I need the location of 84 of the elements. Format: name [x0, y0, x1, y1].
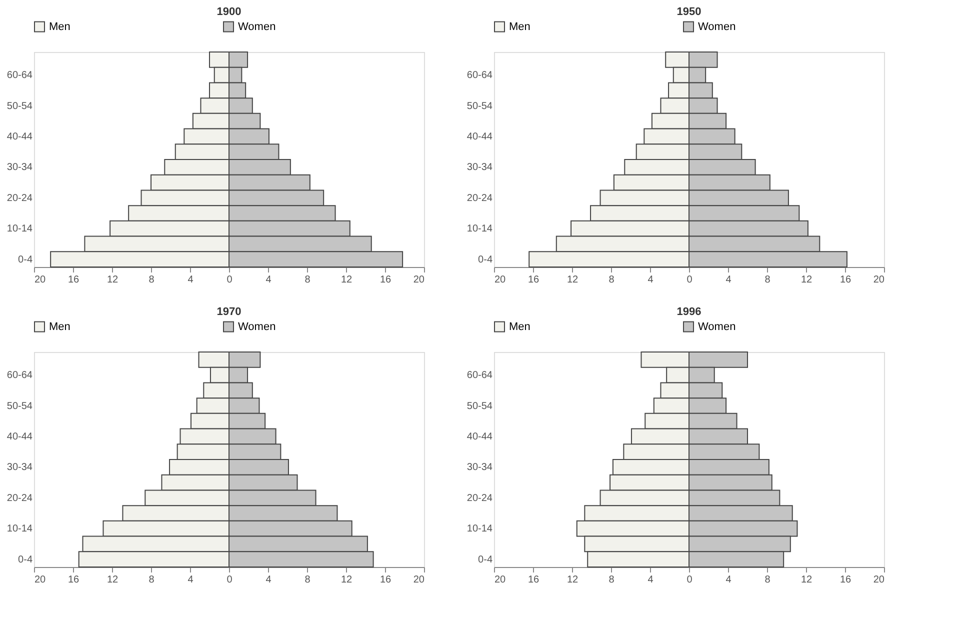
y-tick-label: 50-54: [466, 400, 493, 412]
legend-label: Men: [49, 320, 70, 333]
x-tick-label: 12: [106, 574, 118, 586]
y-tick-label: 0-4: [478, 254, 493, 266]
legend-label: Women: [698, 20, 736, 33]
y-tick-label: 50-54: [6, 400, 33, 412]
y-tick-label: 40-44: [6, 431, 33, 442]
y-tick-label: 10-14: [6, 224, 33, 235]
x-tick-label: 0: [686, 274, 693, 286]
x-tick-label: 12: [566, 574, 578, 586]
y-tick-label: 0-4: [478, 554, 493, 566]
legend-label: Men: [509, 20, 530, 33]
legend-label: Men: [509, 320, 530, 333]
y-tick-label: 30-34: [6, 162, 33, 174]
y-tick-label: 30-34: [466, 462, 493, 474]
y-tick-label: 60-64: [6, 70, 33, 82]
x-tick-label: 12: [800, 274, 812, 286]
y-tick-label: 20-24: [466, 192, 493, 204]
x-tick-label: 8: [148, 574, 155, 586]
legend-label: Women: [238, 20, 276, 33]
x-tick-label: 20: [413, 274, 425, 286]
legend-label: Women: [698, 320, 736, 333]
y-tick-label: 40-44: [466, 431, 493, 442]
y-tick-label: 10-14: [466, 224, 493, 235]
x-tick-label: 8: [764, 274, 771, 286]
legend-label: Men: [49, 20, 70, 33]
x-tick-label: 16: [68, 574, 80, 586]
x-tick-label: 16: [528, 274, 540, 286]
x-tick-label: 8: [148, 274, 155, 286]
y-tick-label: 20-24: [6, 192, 33, 204]
y-tick-label: 40-44: [6, 131, 33, 142]
y-tick-label: 50-54: [6, 100, 33, 112]
x-tick-label: 12: [340, 574, 352, 586]
y-tick-label: 20-24: [466, 492, 493, 504]
x-tick-label: 16: [380, 274, 392, 286]
x-tick-label: 20: [34, 574, 46, 586]
x-tick-label: 20: [494, 574, 506, 586]
x-tick-label: 16: [840, 574, 852, 586]
chart-title: 1970: [216, 306, 242, 318]
y-tick-label: 60-64: [466, 70, 493, 82]
x-tick-label: 8: [608, 274, 615, 286]
chart-title: 1996: [676, 306, 702, 318]
x-tick-label: 8: [608, 574, 615, 586]
y-tick-label: 20-24: [6, 492, 33, 504]
x-tick-label: 12: [566, 274, 578, 286]
x-tick-label: 16: [68, 274, 80, 286]
x-tick-label: 20: [873, 274, 885, 286]
y-tick-label: 30-34: [6, 462, 33, 474]
x-tick-label: 20: [413, 574, 425, 586]
y-tick-label: 60-64: [466, 370, 493, 382]
y-tick-label: 30-34: [466, 162, 493, 174]
x-tick-label: 4: [188, 574, 194, 586]
x-tick-label: 20: [494, 274, 506, 286]
x-tick-label: 20: [873, 574, 885, 586]
x-tick-label: 4: [726, 574, 732, 586]
y-tick-label: 60-64: [6, 370, 33, 382]
chart-title: 1950: [676, 6, 702, 18]
x-tick-label: 0: [226, 274, 233, 286]
y-tick-label: 10-14: [6, 524, 33, 535]
y-tick-label: 10-14: [466, 524, 493, 535]
x-tick-label: 4: [266, 274, 272, 286]
x-tick-label: 8: [764, 574, 771, 586]
x-tick-label: 8: [304, 574, 311, 586]
x-tick-label: 16: [380, 574, 392, 586]
x-tick-label: 0: [226, 574, 233, 586]
x-tick-label: 20: [34, 274, 46, 286]
x-tick-label: 16: [840, 274, 852, 286]
x-tick-label: 12: [340, 274, 352, 286]
y-tick-label: 0-4: [18, 254, 33, 266]
y-tick-label: 50-54: [466, 100, 493, 112]
y-tick-label: 0-4: [18, 554, 33, 566]
y-tick-label: 40-44: [466, 131, 493, 142]
x-tick-label: 0: [686, 574, 693, 586]
x-tick-label: 16: [528, 574, 540, 586]
x-tick-label: 12: [800, 574, 812, 586]
legend-label: Women: [238, 320, 276, 333]
x-tick-label: 8: [304, 274, 311, 286]
chart-title: 1900: [216, 6, 242, 18]
x-tick-label: 4: [266, 574, 272, 586]
x-tick-label: 4: [188, 274, 194, 286]
x-tick-label: 4: [726, 274, 732, 286]
x-tick-label: 12: [106, 274, 118, 286]
x-tick-label: 4: [648, 274, 654, 286]
x-tick-label: 4: [648, 574, 654, 586]
